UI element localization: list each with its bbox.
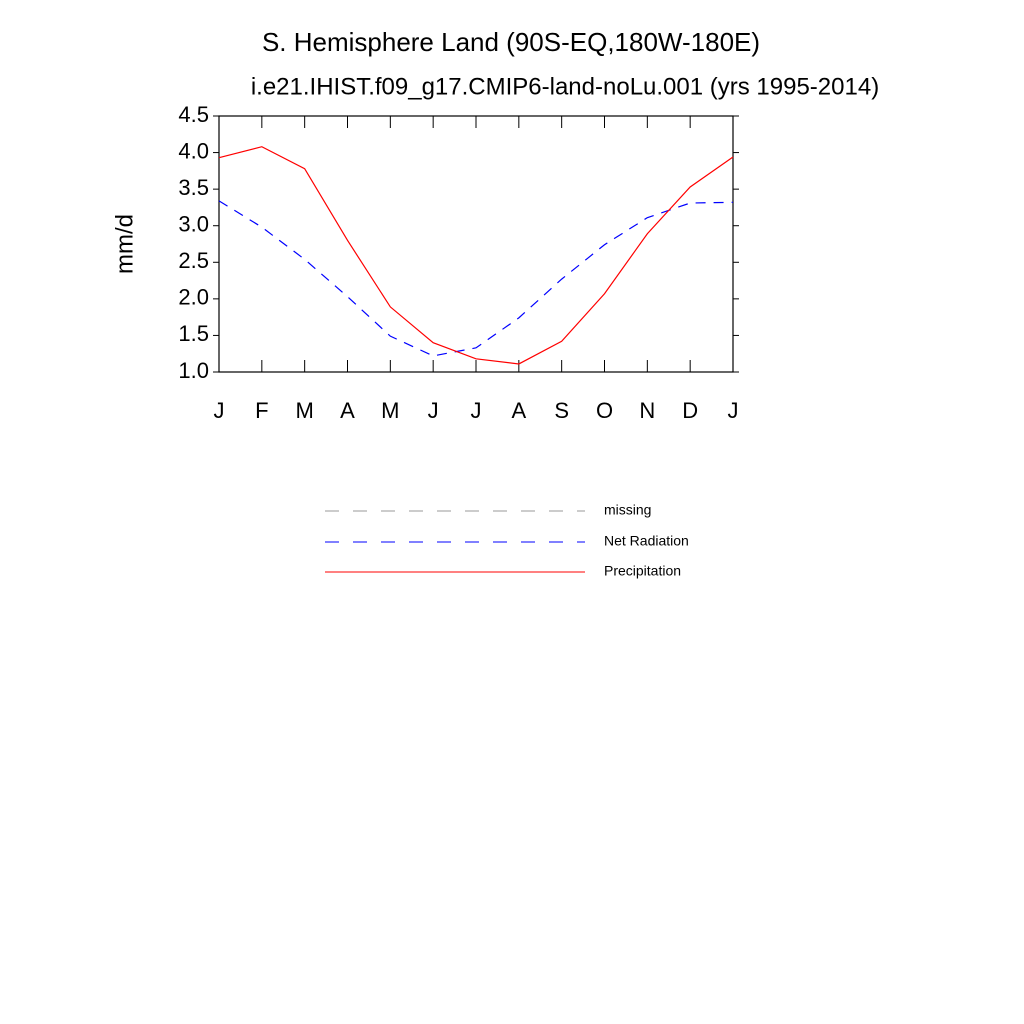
x-tick-label: D <box>682 398 698 423</box>
y-tick-label: 1.5 <box>178 321 209 346</box>
legend-label: Precipitation <box>604 563 681 579</box>
x-tick-label: J <box>471 398 482 423</box>
legend-label: missing <box>604 502 651 518</box>
x-tick-label: J <box>214 398 225 423</box>
y-tick-label: 2.0 <box>178 285 209 310</box>
series-line <box>218 146 734 365</box>
x-tick-label: M <box>381 398 399 423</box>
x-tick-label: A <box>340 398 355 423</box>
x-tick-label: J <box>728 398 739 423</box>
y-tick-label: 1.0 <box>178 358 209 383</box>
x-tick-label: J <box>428 398 439 423</box>
y-tick-label: 4.0 <box>178 138 209 163</box>
legend-label: Net Radiation <box>604 533 689 549</box>
chart-title: S. Hemisphere Land (90S-EQ,180W-180E) <box>262 27 760 57</box>
x-tick-label: A <box>511 398 526 423</box>
y-axis-label: mm/d <box>111 214 138 274</box>
y-tick-label: 2.5 <box>178 248 209 273</box>
y-tick-label: 3.5 <box>178 175 209 200</box>
chart-subtitle: i.e21.IHIST.f09_g17.CMIP6-land-noLu.001 … <box>251 73 879 100</box>
x-tick-label: S <box>554 398 569 423</box>
series-line <box>218 200 734 357</box>
x-tick-label: O <box>596 398 613 423</box>
y-tick-label: 4.5 <box>178 102 209 127</box>
plot-frame <box>218 115 734 373</box>
x-tick-label: F <box>255 398 268 423</box>
y-tick-label: 3.0 <box>178 212 209 237</box>
x-tick-label: M <box>296 398 314 423</box>
x-tick-label: N <box>639 398 655 423</box>
